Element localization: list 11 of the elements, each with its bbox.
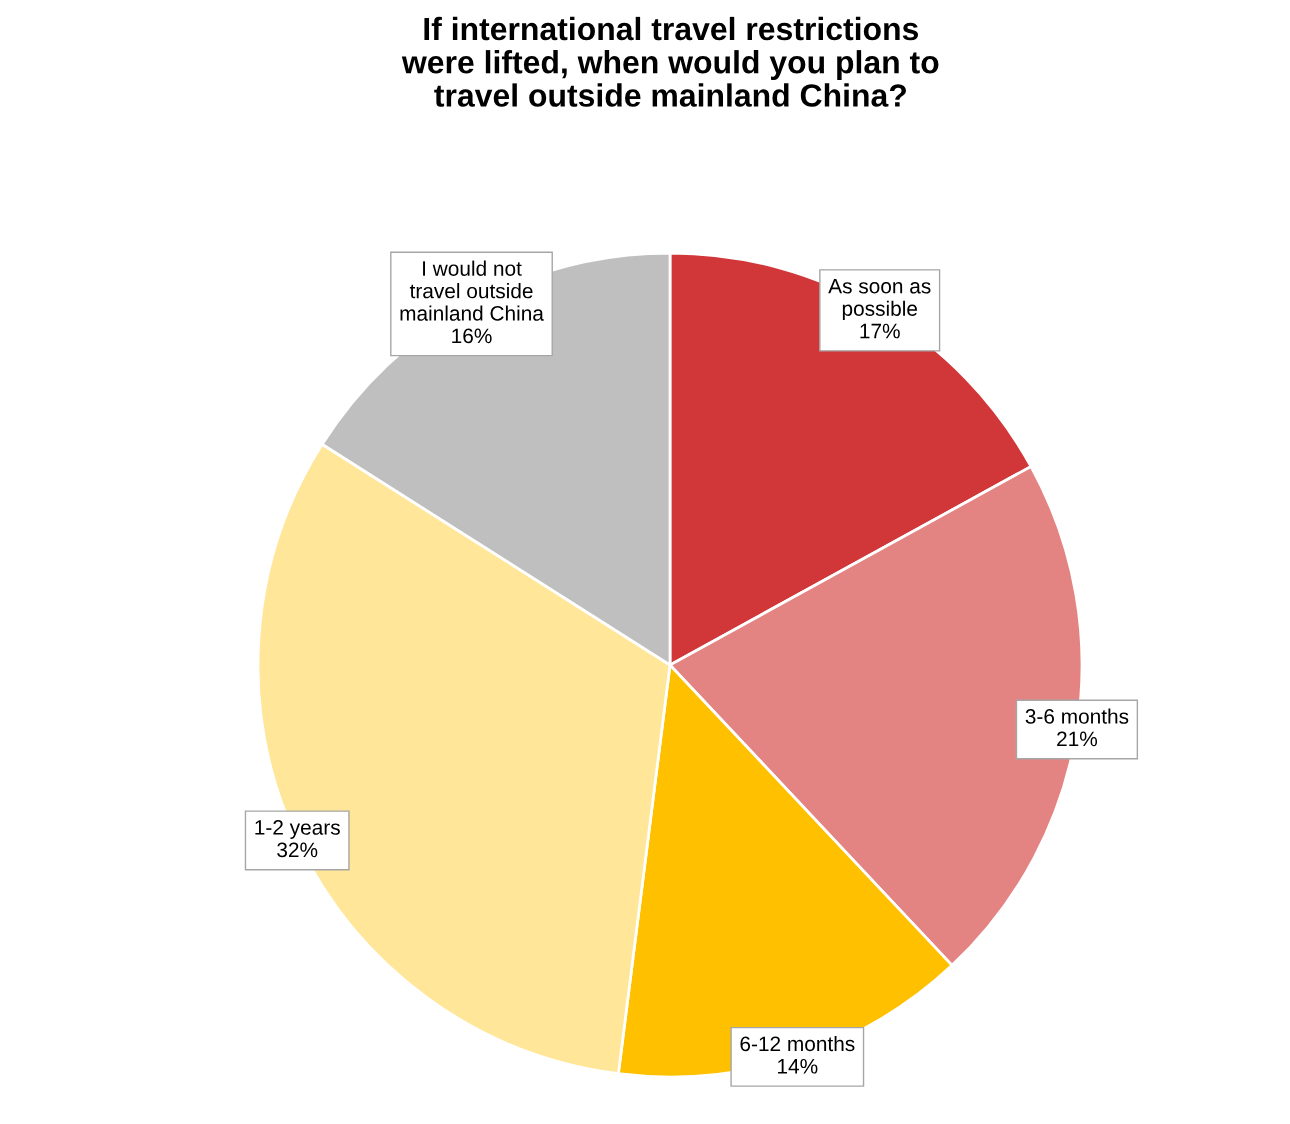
- slice-label: 1-2 years: [255, 820, 340, 839]
- data-label: 21%: [1057, 731, 1098, 747]
- data-label: 17%: [860, 323, 900, 339]
- chart-title: If international travel restrictions were lifted, when would you plan to travel outside mainland China?: [401, 16, 939, 107]
- data-label: 16%: [452, 328, 492, 344]
- slice-label: As soon as possible: [828, 278, 931, 321]
- data-label: 32%: [277, 842, 318, 858]
- data-label: 14%: [778, 1058, 818, 1074]
- slice-label: 6-12 months: [740, 1035, 855, 1052]
- slice-label: I would not travel outside mainland China: [400, 260, 544, 321]
- slice-label: 3-6 months: [1025, 708, 1129, 724]
